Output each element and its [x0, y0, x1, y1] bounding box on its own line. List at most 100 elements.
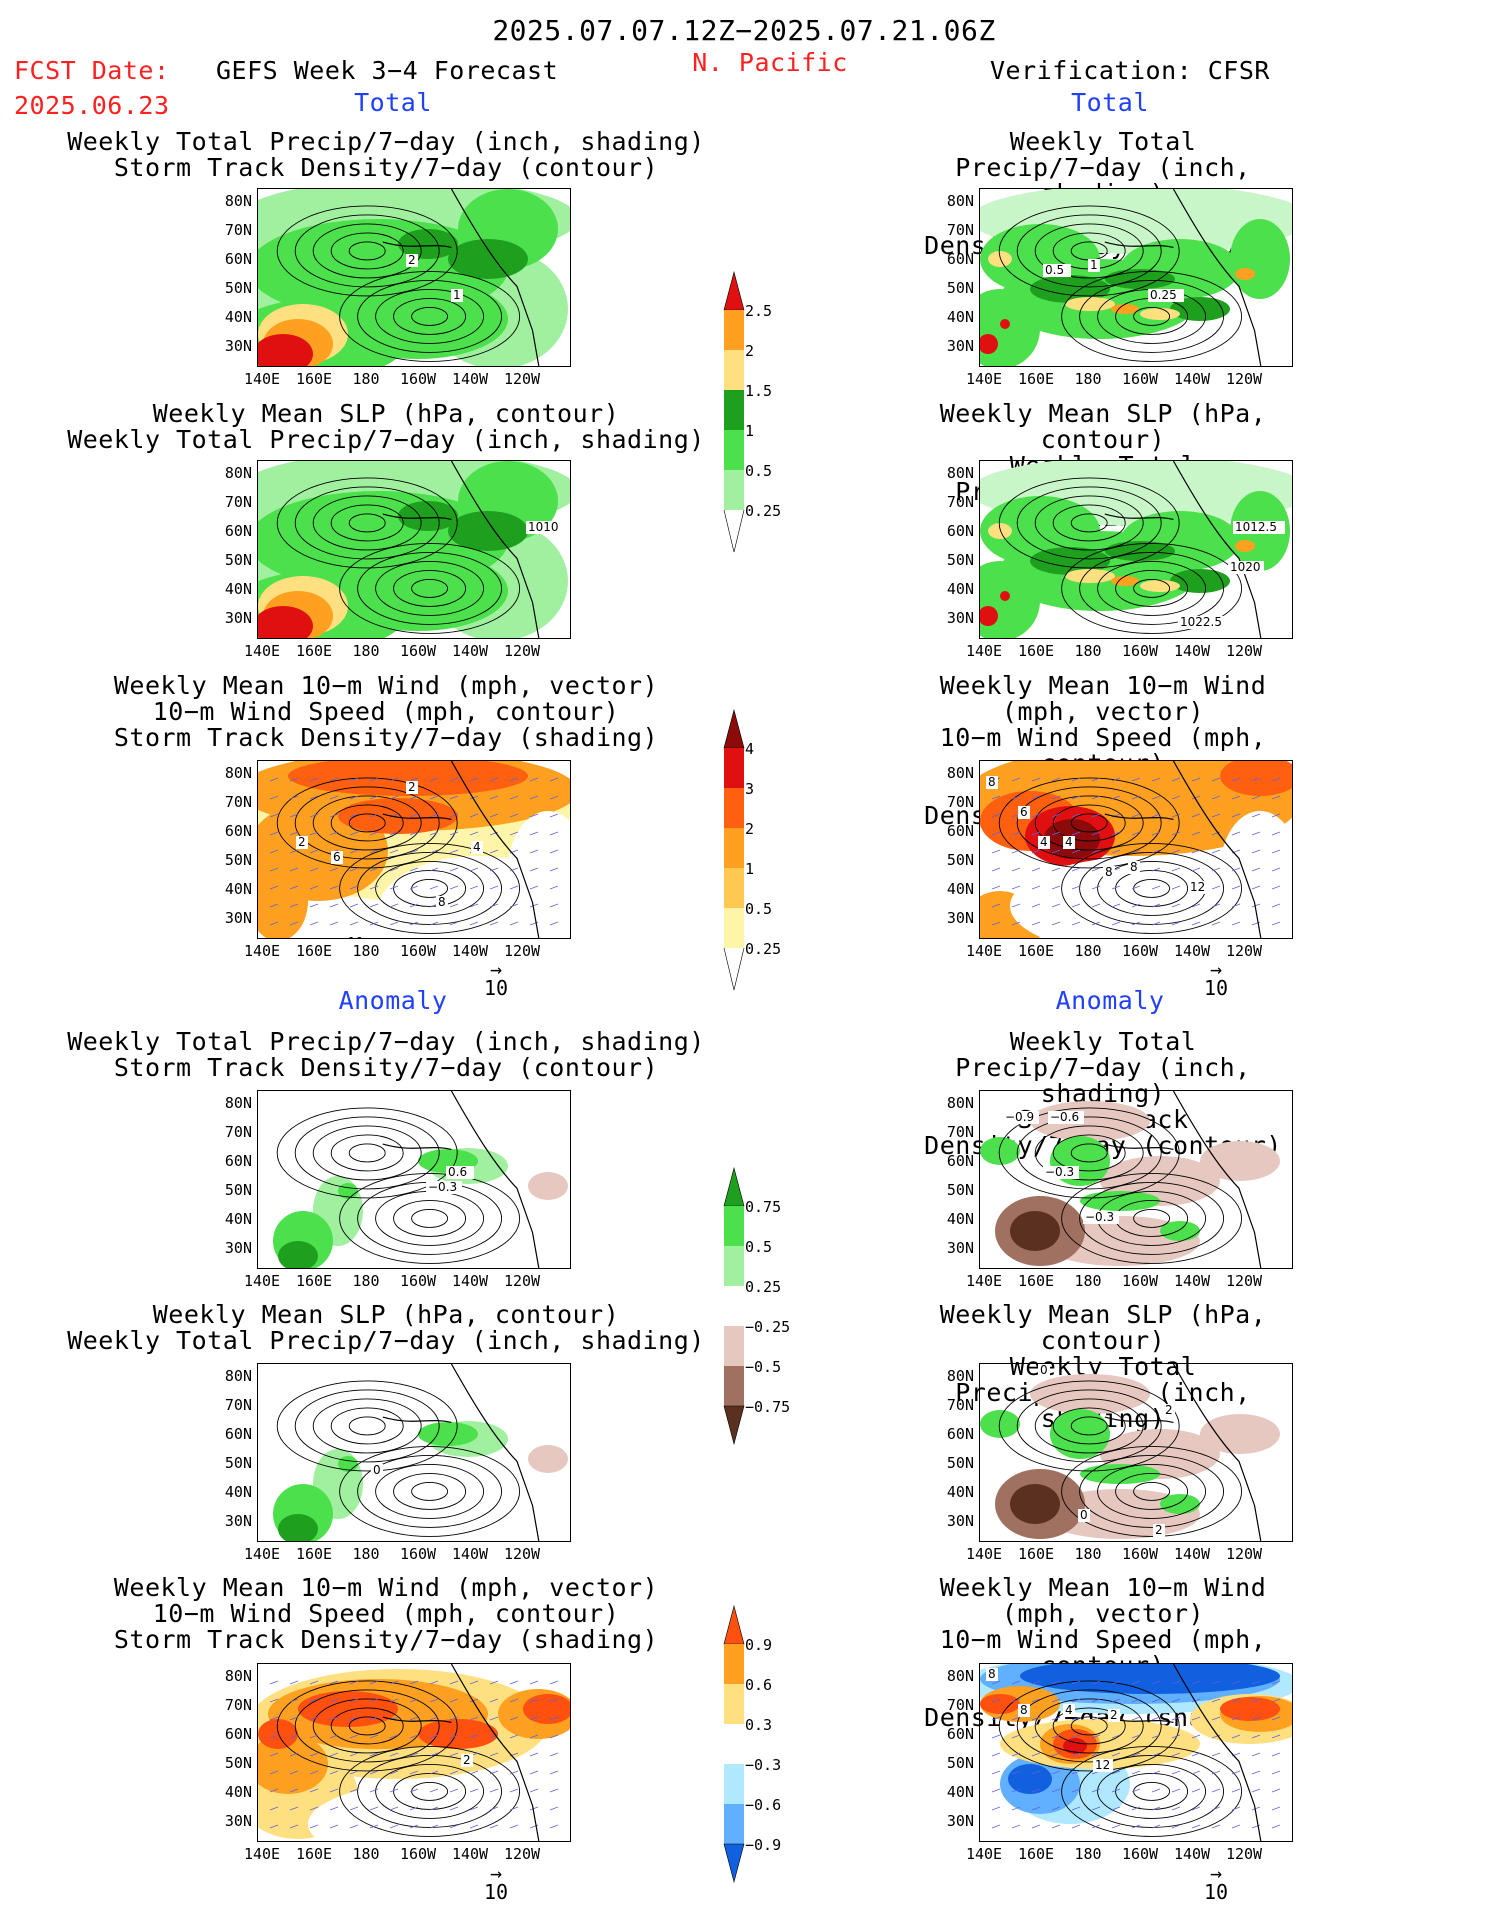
wind-vector	[269, 1734, 279, 1739]
contour-p4-1-5	[998, 477, 1180, 569]
wind-vector	[529, 849, 539, 854]
wind-vector	[1151, 1752, 1161, 1757]
wind-vector	[509, 1698, 519, 1703]
shade-p12-2	[980, 1694, 1020, 1714]
wind-vector	[1091, 1752, 1101, 1757]
wind-vector	[1051, 921, 1061, 926]
wind-vector	[389, 1680, 399, 1685]
wind-vector	[389, 849, 399, 854]
contour-label-bg	[1048, 1111, 1084, 1124]
wind-vector	[1131, 1698, 1141, 1703]
lat-tick-p2: 70N	[946, 221, 974, 239]
contour-p11-0-3	[375, 1763, 485, 1819]
wind-vector	[1211, 903, 1221, 908]
wind-vector	[349, 777, 359, 782]
wind-vector	[1151, 1734, 1161, 1739]
contour-p6-0-2	[1115, 869, 1189, 907]
section-total-left: Total	[354, 88, 432, 117]
wind-vector	[1111, 1806, 1121, 1811]
wind-vector	[1071, 1806, 1081, 1811]
wind-vector	[1231, 1716, 1241, 1721]
wind-vector	[529, 1716, 539, 1721]
shade-p11-2	[523, 1694, 570, 1724]
contour-label-p8-3: −0.3	[1085, 1210, 1114, 1224]
wind-vector	[509, 867, 519, 872]
wind-vector	[1131, 813, 1141, 818]
wind-vector	[1151, 1788, 1161, 1793]
wind-vector	[1251, 1716, 1261, 1721]
shade-p10-2	[1200, 1414, 1280, 1454]
shade-p8-2	[1080, 1191, 1160, 1211]
wind-vector	[1051, 1752, 1061, 1757]
lon-tick-p11: 140E	[243, 1845, 281, 1863]
wind-vector	[991, 903, 1001, 908]
wind-vector	[429, 1716, 439, 1721]
wind-vector	[1031, 1806, 1041, 1811]
wind-vector	[1171, 1824, 1181, 1829]
wind-vector	[309, 1734, 319, 1739]
colorbar-precip-total	[723, 270, 745, 553]
contour-p5-0-2	[393, 869, 467, 907]
shade-p12-1	[1220, 1697, 1280, 1721]
lat-tick-p2: 40N	[946, 308, 974, 326]
wind-vector	[1011, 903, 1021, 908]
lat-tick-p10: 40N	[946, 1483, 974, 1501]
wind-vector	[289, 1752, 299, 1757]
cb2-l1: 3	[745, 780, 755, 798]
wind-vector	[489, 795, 499, 800]
shade-p6-1	[1220, 761, 1292, 796]
wind-vector	[449, 1734, 459, 1739]
wind-vector	[469, 867, 479, 872]
lat-tick-p5: 60N	[224, 822, 252, 840]
lon-tick-p10: 160E	[1017, 1545, 1055, 1563]
contour-p7-1-4	[294, 1116, 440, 1190]
wind-vector	[549, 1716, 559, 1721]
wind-vector	[429, 849, 439, 854]
wind-vector	[429, 1806, 439, 1811]
lat-tick-p4: 40N	[946, 580, 974, 598]
wind-vector	[549, 1770, 559, 1775]
lat-tick-p8: 80N	[946, 1094, 974, 1112]
wind-vector	[1231, 903, 1241, 908]
wind-vector	[1211, 813, 1221, 818]
contour-p12-1-2	[1052, 1707, 1126, 1745]
contour-label-bg	[1043, 264, 1071, 277]
wind-vector	[489, 903, 499, 908]
wind-vector	[1071, 1734, 1081, 1739]
wind-vector	[289, 1788, 299, 1793]
lon-tick-p10: 180	[1074, 1545, 1102, 1563]
wind-vector	[429, 1770, 439, 1775]
wind-vector	[529, 813, 539, 818]
wind-vector	[489, 1716, 499, 1721]
lat-tick-p6: 40N	[946, 880, 974, 898]
wind-vector	[1251, 1788, 1261, 1793]
shade-p8-3	[1160, 1221, 1200, 1241]
wind-vector	[1051, 1806, 1061, 1811]
coastline	[1104, 1091, 1262, 1268]
contour-label-bg	[446, 1166, 474, 1179]
wind-vector	[509, 903, 519, 908]
wind-vector	[409, 1806, 419, 1811]
shade-p9-0	[528, 1445, 568, 1473]
contour-p10-0-5	[1061, 1445, 1243, 1537]
shade-p1-0	[258, 334, 313, 366]
lon-tick-p1: 180	[352, 370, 380, 388]
wind-vector	[369, 885, 379, 890]
lon-tick-p10: 140E	[965, 1545, 1003, 1563]
lon-tick-p12: 140E	[965, 1845, 1003, 1863]
wind-vector	[389, 885, 399, 890]
map-panel-p10: 0 2 0 2	[979, 1363, 1293, 1542]
wind-vector	[549, 849, 559, 854]
wind-vector	[549, 777, 559, 782]
shade-p4-2	[988, 523, 1012, 539]
wind-vector	[1071, 1680, 1081, 1685]
wind-vector	[991, 921, 1001, 926]
wind-vector	[1011, 1770, 1021, 1775]
wind-vector	[269, 1788, 279, 1793]
lat-tick-p5: 70N	[224, 793, 252, 811]
shade-p4-1	[1140, 580, 1180, 592]
contour-p8-1-1	[1070, 1143, 1108, 1163]
wind-vector	[1211, 1716, 1221, 1721]
wind-vector	[329, 921, 339, 926]
contour-label-p7-1: −0.3	[428, 1180, 457, 1194]
